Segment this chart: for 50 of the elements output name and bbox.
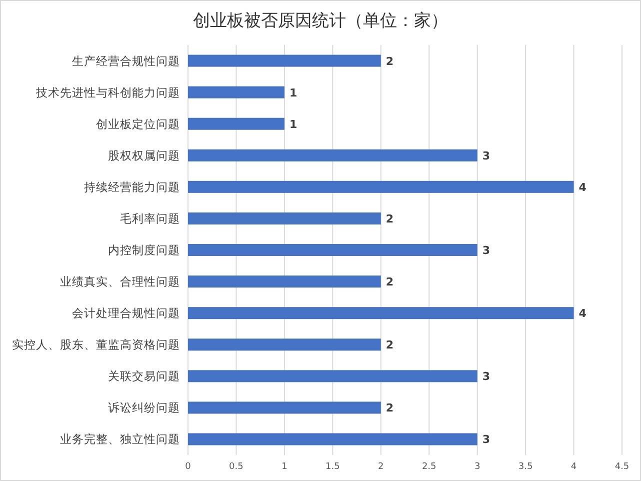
data-label: 2 bbox=[386, 338, 394, 352]
x-tick-label: 0 bbox=[185, 462, 192, 472]
bar bbox=[188, 54, 381, 67]
data-label: 2 bbox=[386, 276, 394, 289]
y-tick-label: 毛利率问题 bbox=[120, 211, 180, 226]
x-tick-label: 0.5 bbox=[229, 462, 244, 472]
x-tick-label: 4 bbox=[570, 462, 577, 472]
bar bbox=[188, 118, 284, 130]
y-tick-label: 业绩真实、合理性问题 bbox=[60, 274, 180, 289]
bar bbox=[188, 402, 381, 414]
x-tick-label: 1.5 bbox=[326, 462, 340, 472]
chart-title: 创业板被否原因统计（单位：家） bbox=[193, 11, 448, 31]
y-tick-label: 实控人、股东、董监高资格问题 bbox=[12, 338, 180, 352]
data-label: 1 bbox=[289, 86, 298, 100]
x-tick-label: 2 bbox=[378, 462, 384, 472]
bar bbox=[188, 180, 574, 193]
y-tick-label: 技术先进性与科创能力问题 bbox=[35, 85, 180, 100]
x-tick-label: 4.5 bbox=[614, 462, 630, 472]
y-tick-label: 股权权属问题 bbox=[108, 148, 180, 162]
y-tick-label: 持续经营能力问题 bbox=[84, 180, 180, 194]
data-label: 3 bbox=[482, 370, 490, 384]
data-label: 2 bbox=[386, 212, 394, 226]
y-tick-label: 创业板定位问题 bbox=[96, 116, 180, 131]
data-label: 2 bbox=[386, 54, 394, 68]
data-label: 3 bbox=[482, 433, 490, 446]
bar bbox=[188, 149, 478, 162]
y-tick-label: 业务完整、独立性问题 bbox=[60, 432, 180, 446]
bar bbox=[188, 86, 284, 98]
bar bbox=[188, 338, 381, 351]
data-label: 4 bbox=[578, 307, 587, 320]
data-label: 2 bbox=[386, 402, 394, 415]
x-tick-label: 3.5 bbox=[518, 462, 533, 472]
y-tick-label: 关联交易问题 bbox=[108, 369, 180, 384]
x-tick-label: 2.5 bbox=[422, 462, 436, 472]
y-tick-label: 生产经营合规性问题 bbox=[72, 54, 180, 68]
bar bbox=[188, 433, 478, 446]
bar bbox=[188, 244, 478, 256]
y-tick-label: 诉讼纠纷问题 bbox=[108, 400, 180, 415]
y-tick-label: 会计处理合规性问题 bbox=[72, 306, 180, 320]
data-label: 1 bbox=[289, 118, 298, 131]
data-label: 3 bbox=[482, 244, 490, 257]
x-tick-label: 3 bbox=[474, 462, 480, 472]
data-label: 4 bbox=[578, 180, 587, 194]
y-tick-label: 内控制度问题 bbox=[108, 243, 180, 257]
data-label: 3 bbox=[482, 149, 490, 162]
bar bbox=[188, 370, 478, 382]
bar bbox=[188, 276, 381, 288]
x-tick-label: 1 bbox=[282, 462, 288, 472]
bar bbox=[188, 212, 381, 224]
bar bbox=[188, 307, 574, 320]
